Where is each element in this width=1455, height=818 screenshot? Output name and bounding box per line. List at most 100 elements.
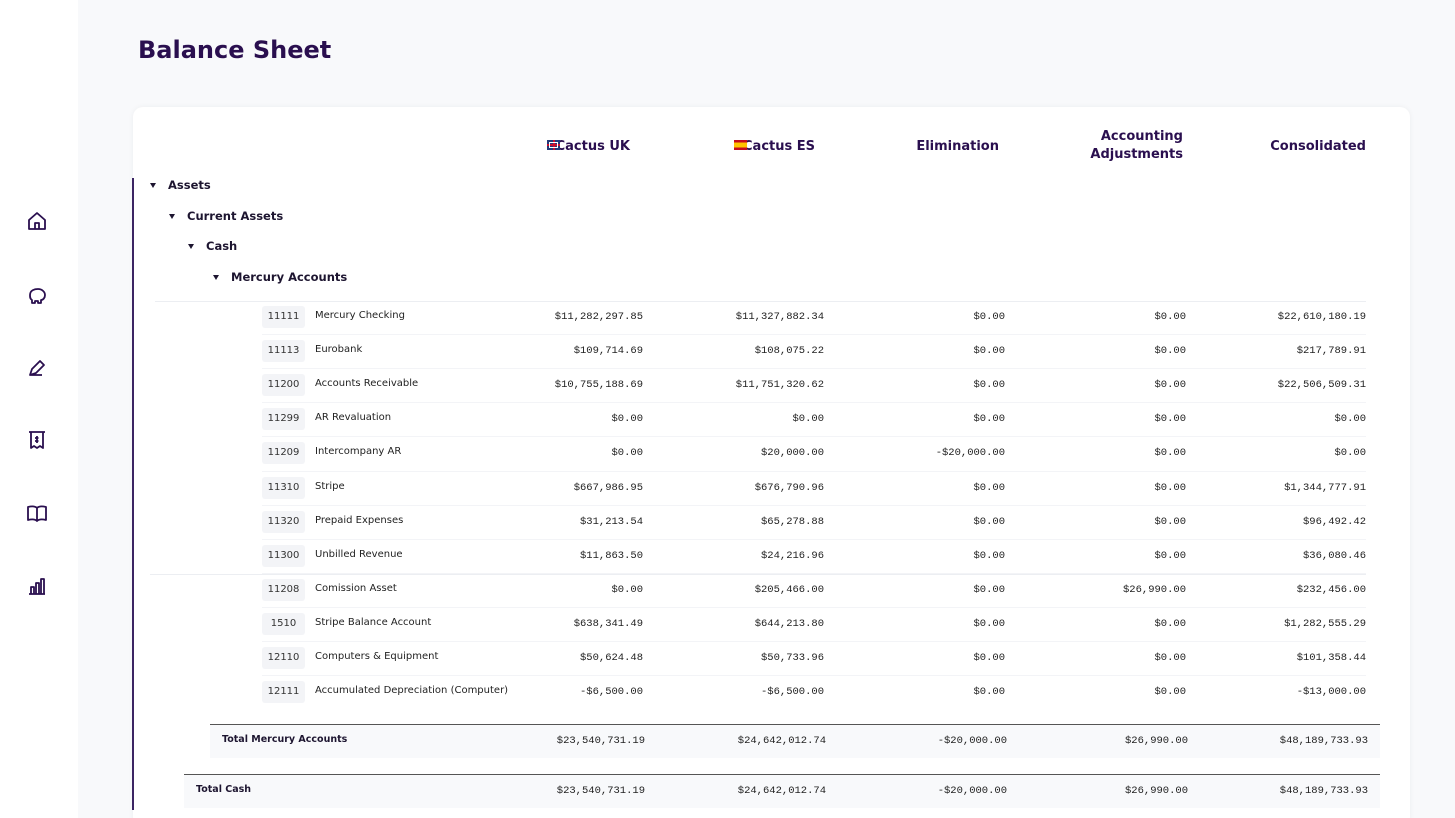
total-amount: $23,540,731.19	[556, 735, 645, 747]
amount: $0.00	[1154, 686, 1186, 699]
amount: $24,216.96	[760, 549, 824, 562]
amount: $232,456.00	[1296, 583, 1366, 596]
total-amount: -$20,000.00	[937, 785, 1007, 797]
book-icon[interactable]	[26, 502, 48, 524]
amount: $11,327,882.34	[735, 311, 824, 323]
caret[interactable]	[169, 214, 175, 219]
row-divider	[262, 334, 1366, 336]
amount: -$6,500.00	[579, 686, 643, 699]
account-name: Intercompany AR	[315, 446, 402, 458]
amount: $36,080.46	[1302, 549, 1366, 562]
amount: $0.00	[1154, 617, 1186, 630]
invoice-icon[interactable]	[26, 429, 48, 451]
amount: $638,341.49	[573, 617, 643, 630]
amount: $205,466.00	[754, 583, 824, 596]
amount: $11,751,320.62	[735, 379, 824, 392]
account-code: 11113	[262, 340, 305, 363]
amount: $96,492.42	[1302, 515, 1366, 528]
amount: $20,000.00	[760, 447, 824, 460]
amount: $0.00	[1154, 549, 1186, 562]
savings-icon[interactable]	[26, 284, 48, 306]
caret[interactable]	[188, 244, 194, 249]
account-code: 11320	[262, 510, 305, 533]
amount: $0.00	[611, 413, 643, 426]
amount: $0.00	[973, 549, 1005, 562]
amount: $0.00	[1154, 652, 1186, 664]
account-code: 11299	[262, 408, 305, 431]
amount: $0.00	[1154, 515, 1186, 528]
account-name: Computers & Equipment	[315, 651, 439, 662]
account-name: Unbilled Revenue	[315, 548, 403, 560]
reports-icon[interactable]	[26, 575, 48, 597]
amount: $0.00	[973, 617, 1005, 630]
amount: $644,213.80	[754, 617, 824, 630]
row-divider	[262, 436, 1366, 438]
amount: $0.00	[973, 379, 1005, 392]
row-divider	[262, 504, 1366, 506]
flag-es	[734, 140, 747, 150]
amount: $26,990.00	[1122, 583, 1186, 596]
account-code: 12110	[262, 647, 305, 669]
group-label: Current Assets	[187, 209, 284, 223]
row-divider	[262, 470, 1366, 472]
group-label: Mercury Accounts	[231, 270, 348, 284]
total-amount: $24,642,012.74	[737, 785, 826, 797]
amount: -$13,000.00	[1296, 686, 1366, 699]
caret[interactable]	[213, 275, 219, 280]
amount: $0.00	[1154, 481, 1186, 494]
amount: $65,278.88	[760, 515, 824, 528]
total-row-bg	[210, 724, 1380, 758]
amount: $0.00	[1334, 413, 1366, 426]
account-name: Accumulated Depreciation (Computer)	[315, 685, 509, 697]
flag-uk	[547, 140, 560, 150]
amount: $0.00	[973, 311, 1005, 323]
account-name: Stripe Balance Account	[315, 616, 432, 628]
total-amount: $26,990.00	[1124, 785, 1188, 797]
row-divider	[262, 675, 1366, 677]
caret[interactable]	[150, 183, 156, 188]
amount: $1,344,777.91	[1284, 481, 1366, 494]
amount: $11,282,297.85	[554, 311, 643, 323]
amount: $0.00	[792, 413, 824, 426]
amount: $0.00	[973, 583, 1005, 596]
amount: $108,075.22	[754, 345, 824, 358]
amount: -$20,000.00	[935, 447, 1005, 460]
amount: $0.00	[973, 481, 1005, 494]
amount: $0.00	[973, 345, 1005, 358]
column-header: Accounting Adjustments	[1090, 129, 1183, 162]
amount: $0.00	[973, 515, 1005, 528]
total-amount: $23,540,731.19	[556, 785, 645, 797]
account-code: 11111	[262, 306, 305, 328]
total-label: Total Cash	[196, 784, 252, 795]
account-name: Accounts Receivable	[315, 378, 419, 390]
amount: $667,986.95	[573, 481, 643, 494]
account-name: Comission Asset	[315, 582, 397, 594]
amount: $50,624.48	[579, 652, 643, 664]
total-label: Total Mercury Accounts	[222, 734, 348, 745]
total-amount: -$20,000.00	[937, 735, 1007, 747]
amount: $101,358.44	[1296, 652, 1366, 664]
account-code: 11300	[262, 544, 305, 567]
total-amount: $48,189,733.93	[1279, 785, 1368, 797]
amount: $0.00	[611, 447, 643, 460]
amount: $11,863.50	[579, 549, 643, 562]
row-divider	[155, 301, 1366, 302]
column-header: Cactus ES	[743, 139, 815, 154]
tree-line	[132, 178, 134, 810]
total-amount: $26,990.00	[1124, 735, 1188, 747]
row-divider	[262, 641, 1366, 642]
edit-icon[interactable]	[26, 357, 48, 379]
total-line	[184, 774, 1380, 775]
row-divider	[262, 368, 1366, 370]
home-icon[interactable]	[26, 210, 48, 232]
account-code: 11200	[262, 374, 305, 397]
amount: $1,282,555.29	[1284, 617, 1366, 630]
row-divider	[262, 572, 1366, 574]
amount: -$6,500.00	[760, 686, 824, 699]
account-code: 11310	[262, 476, 305, 499]
account-code: 11209	[262, 442, 305, 465]
account-code: 1510	[262, 612, 305, 635]
amount: $0.00	[611, 583, 643, 596]
amount: $0.00	[1154, 379, 1186, 392]
